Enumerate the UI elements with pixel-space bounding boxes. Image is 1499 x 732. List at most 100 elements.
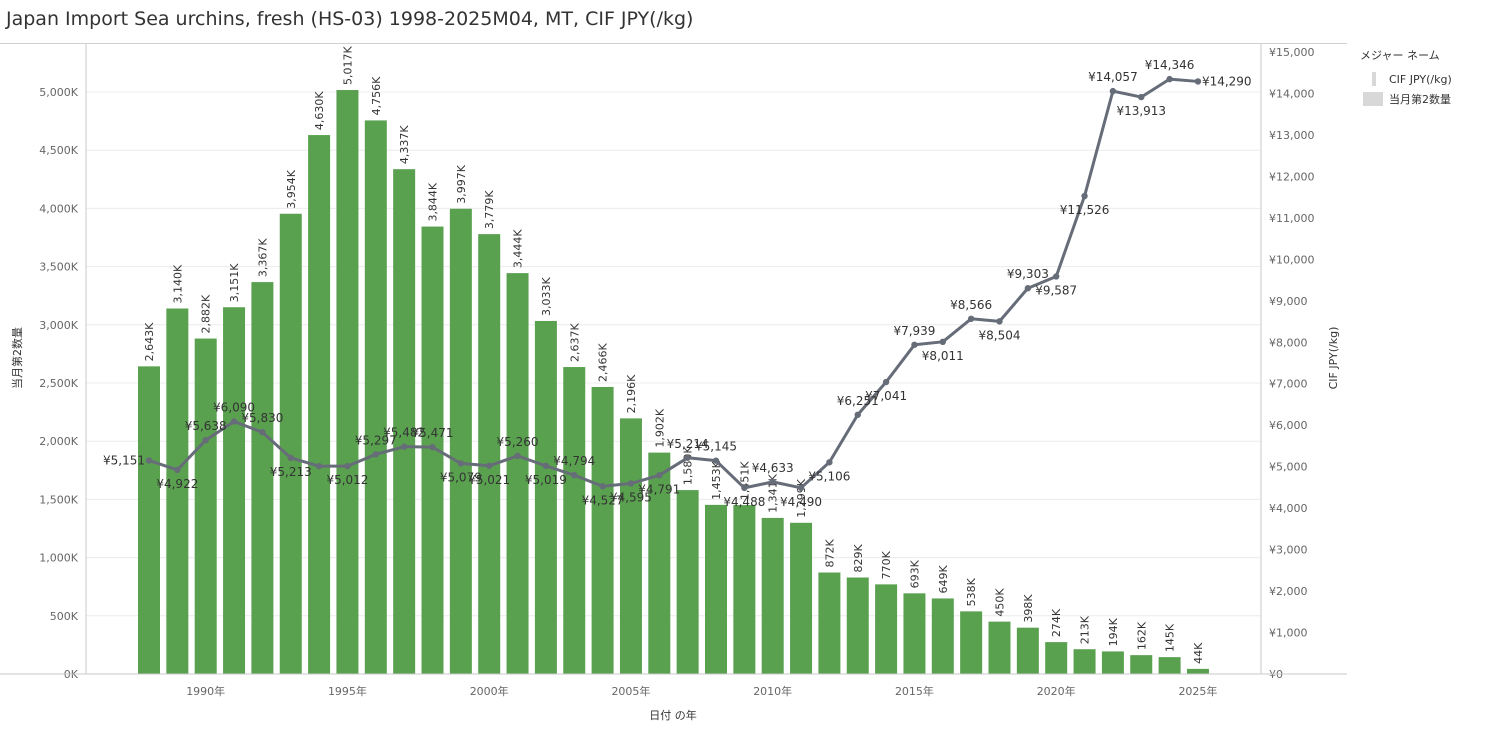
bar[interactable] xyxy=(733,505,756,674)
bar[interactable] xyxy=(1073,649,1096,674)
bar[interactable] xyxy=(676,490,699,674)
bar[interactable] xyxy=(449,208,472,674)
line-point[interactable] xyxy=(1053,273,1060,280)
bar-data-label: 1,580K xyxy=(682,446,695,485)
line-data-label: ¥5,021 xyxy=(468,473,510,487)
line-point[interactable] xyxy=(202,437,209,444)
line-point[interactable] xyxy=(911,341,918,348)
line-point[interactable] xyxy=(457,460,465,467)
bar[interactable] xyxy=(478,234,501,675)
line-point[interactable] xyxy=(684,454,691,461)
line-point[interactable] xyxy=(797,484,805,492)
bar[interactable] xyxy=(846,577,869,674)
bar[interactable] xyxy=(648,452,671,674)
line-point[interactable] xyxy=(882,378,890,386)
line-point[interactable] xyxy=(344,462,351,470)
bar-data-label: 2,882K xyxy=(200,294,213,333)
line-point[interactable] xyxy=(854,411,861,418)
bar[interactable] xyxy=(818,572,841,674)
bar[interactable] xyxy=(705,504,727,674)
bar[interactable] xyxy=(761,517,784,674)
line-point[interactable] xyxy=(1194,78,1202,85)
bar[interactable] xyxy=(364,120,387,674)
line-point[interactable] xyxy=(287,454,294,462)
line-point[interactable] xyxy=(996,318,1003,325)
line-point[interactable] xyxy=(627,480,635,487)
legend-item-bar[interactable]: 当月第2数量 xyxy=(1360,89,1452,109)
bar[interactable] xyxy=(619,418,642,674)
y-right-tick-label: ¥12,000 xyxy=(1269,170,1315,183)
line-point[interactable] xyxy=(400,443,408,450)
line-point[interactable] xyxy=(741,484,748,492)
line-data-label: ¥5,830 xyxy=(241,411,283,425)
line-point[interactable] xyxy=(372,451,379,458)
line-point[interactable] xyxy=(1166,75,1173,83)
bar[interactable] xyxy=(194,338,217,674)
legend-item-line[interactable]: CIF JPY(/kg) xyxy=(1360,69,1452,89)
line-point[interactable] xyxy=(1024,285,1032,292)
bar[interactable] xyxy=(506,273,529,674)
bar[interactable] xyxy=(223,307,246,674)
line-point[interactable] xyxy=(174,466,181,474)
y-right-tick-label: ¥1,000 xyxy=(1269,627,1308,640)
bar-data-label: 3,033K xyxy=(540,276,553,315)
price-line[interactable] xyxy=(148,77,1199,490)
bar[interactable] xyxy=(251,282,274,674)
bar[interactable] xyxy=(875,584,898,674)
bar-data-label: 3,954K xyxy=(285,169,298,208)
bar[interactable] xyxy=(1016,627,1039,674)
line-point[interactable] xyxy=(1109,87,1117,95)
bar[interactable] xyxy=(1045,642,1068,674)
line-point[interactable] xyxy=(259,429,266,436)
line-point[interactable] xyxy=(1138,93,1145,101)
bar-data-label: 2,643K xyxy=(143,322,156,361)
line-point[interactable] xyxy=(514,452,521,460)
line-point[interactable] xyxy=(967,315,975,322)
line-point[interactable] xyxy=(656,472,663,479)
line-swatch-icon xyxy=(1372,72,1376,86)
bar[interactable] xyxy=(166,308,189,674)
bar[interactable] xyxy=(591,386,614,674)
line-point[interactable] xyxy=(1081,192,1088,200)
line-point[interactable] xyxy=(571,472,578,479)
line-point[interactable] xyxy=(486,462,493,469)
bar[interactable] xyxy=(393,169,416,674)
bar[interactable] xyxy=(1130,655,1153,674)
bar[interactable] xyxy=(960,611,983,674)
bar-data-label: 274K xyxy=(1050,608,1063,637)
line-point[interactable] xyxy=(429,443,436,451)
bar[interactable] xyxy=(563,367,586,674)
bar-data-label: 538K xyxy=(965,577,978,606)
bar[interactable] xyxy=(903,593,926,674)
bar-data-label: 3,367K xyxy=(256,238,269,277)
line-series xyxy=(145,75,1202,492)
line-data-label: ¥7,939 xyxy=(893,324,935,338)
line-point[interactable] xyxy=(599,483,606,490)
bar-data-label: 770K xyxy=(880,550,893,579)
bar[interactable] xyxy=(1101,651,1124,674)
bar[interactable] xyxy=(336,90,359,675)
bar[interactable] xyxy=(1186,668,1209,674)
line-point[interactable] xyxy=(315,462,323,470)
bar[interactable] xyxy=(279,213,302,674)
bar[interactable] xyxy=(988,621,1011,674)
line-data-label: ¥5,012 xyxy=(326,473,368,487)
line-point[interactable] xyxy=(712,457,720,464)
line-point[interactable] xyxy=(230,418,238,425)
bar[interactable] xyxy=(1158,657,1181,674)
bar-data-label: 3,140K xyxy=(171,264,184,303)
line-point[interactable] xyxy=(939,338,946,346)
y-right-tick-label: ¥5,000 xyxy=(1269,461,1308,474)
bar[interactable] xyxy=(790,522,813,674)
bar-data-label: 4,337K xyxy=(398,125,411,164)
bar[interactable] xyxy=(308,135,331,674)
bar[interactable] xyxy=(138,366,160,674)
line-point[interactable] xyxy=(145,457,153,464)
line-point[interactable] xyxy=(826,459,833,466)
line-data-label: ¥4,595 xyxy=(610,490,652,504)
line-point[interactable] xyxy=(542,462,550,470)
bar[interactable] xyxy=(534,320,557,674)
bar[interactable] xyxy=(931,598,954,674)
bar-data-label: 3,444K xyxy=(512,229,525,268)
line-point[interactable] xyxy=(769,478,776,486)
